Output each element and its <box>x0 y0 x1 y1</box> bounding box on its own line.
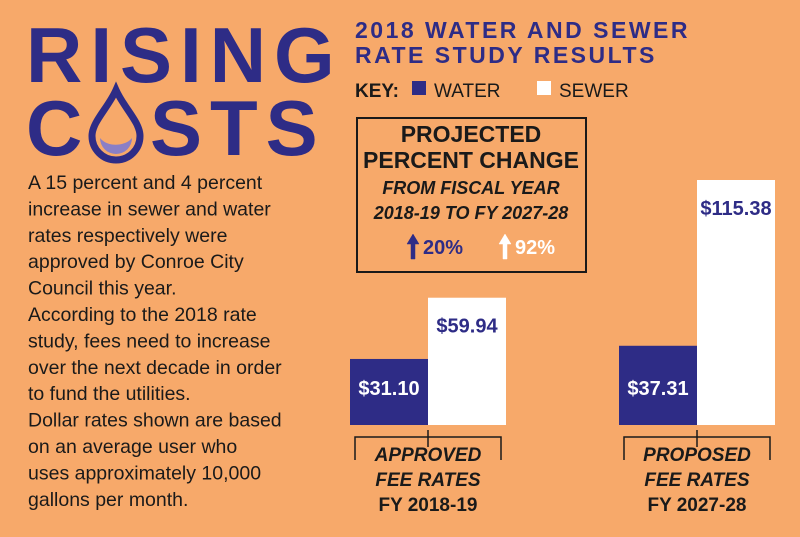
legend-entry: WATER <box>434 81 501 102</box>
annotation-title: PROJECTED <box>401 121 542 147</box>
value-label: $115.38 <box>700 198 771 220</box>
legend-swatch <box>412 81 426 95</box>
category-label: FEE RATES <box>375 470 481 491</box>
body-line: rates respectively were <box>28 225 227 247</box>
category-label: PROPOSED <box>643 445 751 466</box>
category-label: FEE RATES <box>644 470 750 491</box>
title-sts: STS <box>150 84 326 172</box>
body-line: on an average user who <box>28 436 237 458</box>
change-arrow <box>498 233 512 260</box>
body-line: study, fees need to increase <box>28 330 270 352</box>
drop-icon <box>88 81 144 164</box>
body-line: Dollar rates shown are based <box>28 410 282 432</box>
body-line: uses approximately 10,000 <box>28 462 261 484</box>
body-line: to fund the utilities. <box>28 383 191 405</box>
bar <box>619 345 697 425</box>
annotation-box <box>356 117 587 273</box>
body-line: approved by Conroe City <box>28 251 244 273</box>
category-label: FY 2027-28 <box>648 495 747 516</box>
title-c: C <box>26 84 90 172</box>
legend-label: KEY: <box>355 81 399 102</box>
body-line: over the next decade in order <box>28 357 282 379</box>
change-arrow <box>406 233 420 260</box>
bracket <box>354 436 502 460</box>
annotation-subtitle: FROM FISCAL YEAR <box>382 178 559 198</box>
bar <box>350 358 428 425</box>
value-label: $37.31 <box>627 378 688 400</box>
change-label: 20% <box>423 237 463 259</box>
title-line1: RISING <box>26 11 343 99</box>
body-line: gallons per month. <box>28 489 188 511</box>
chart-title: RATE STUDY RESULTS <box>355 42 657 68</box>
legend-entry: SEWER <box>559 81 629 102</box>
body-line: Council this year. <box>28 278 177 300</box>
annotation-title: PERCENT CHANGE <box>363 147 579 173</box>
value-label: $31.10 <box>358 378 419 400</box>
bracket <box>623 436 771 460</box>
body-line: According to the 2018 rate <box>28 304 257 326</box>
bar <box>697 180 775 425</box>
chart-title: 2018 WATER AND SEWER <box>355 17 690 43</box>
value-label: $59.94 <box>436 316 498 338</box>
body-line: A 15 percent and 4 percent <box>28 172 263 194</box>
category-label: FY 2018-19 <box>379 495 478 516</box>
category-label: APPROVED <box>374 445 482 466</box>
annotation-subtitle: 2018-19 TO FY 2027-28 <box>373 203 568 223</box>
legend-swatch <box>537 81 551 95</box>
body-line: increase in sewer and water <box>28 198 271 220</box>
bar <box>428 297 506 425</box>
change-label: 92% <box>515 237 555 259</box>
body-text: A 15 percent and 4 percent increase in se… <box>28 172 282 511</box>
